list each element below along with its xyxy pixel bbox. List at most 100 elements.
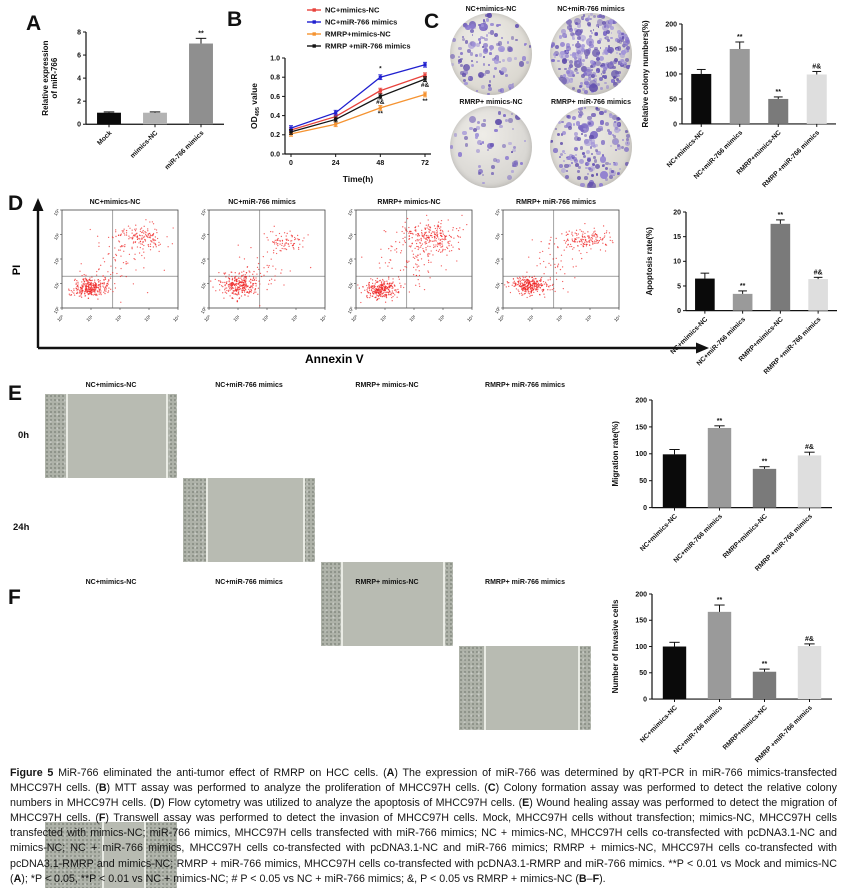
svg-text:10²: 10² [53, 257, 61, 266]
wound-row-label-24h: 24h [13, 522, 30, 533]
svg-text:10³: 10³ [53, 232, 61, 241]
flow-plot: RMRP+ mimics-NC 10⁰ 10⁰ 10¹ 10¹ 10² 10² 10³ 10³… [340, 199, 478, 341]
svg-text:10¹: 10¹ [85, 314, 94, 323]
svg-text:Relative colony numbers(%): Relative colony numbers(%) [641, 20, 650, 127]
svg-text:20: 20 [673, 209, 681, 216]
svg-text:10¹: 10¹ [232, 314, 241, 323]
colony-image-label: NC+miR-766 mimics [557, 6, 625, 13]
svg-text:#&: #& [812, 63, 821, 70]
svg-text:**: ** [378, 111, 384, 118]
flow-scatter: 10⁰ 10⁰ 10¹ 10¹ 10² 10² 10³ 10³ 10⁴ 10⁴ [193, 206, 331, 341]
svg-text:10⁰: 10⁰ [347, 306, 355, 315]
svg-text:0.4: 0.4 [270, 113, 280, 120]
svg-text:10¹: 10¹ [526, 314, 535, 323]
svg-text:10²: 10² [555, 314, 564, 323]
svg-text:100: 100 [635, 451, 647, 458]
svg-text:10⁴: 10⁴ [494, 208, 502, 217]
svg-text:**: ** [776, 89, 782, 96]
colony-image: NC+mimics-NC [443, 6, 539, 95]
svg-text:NC+miR-766 mimics: NC+miR-766 mimics [325, 18, 397, 27]
svg-text:**: ** [737, 34, 743, 41]
svg-text:0.0: 0.0 [270, 151, 280, 158]
svg-text:*: * [379, 65, 382, 72]
svg-text:**: ** [422, 98, 428, 105]
svg-text:10⁴: 10⁴ [172, 314, 181, 323]
svg-text:NC+mimics-NC: NC+mimics-NC [639, 513, 679, 553]
svg-text:10²: 10² [347, 257, 355, 266]
flow-plot-label: NC+miR-766 mimics [228, 199, 296, 206]
svg-text:10⁴: 10⁴ [347, 208, 355, 217]
svg-text:10: 10 [673, 259, 681, 266]
svg-text:10²: 10² [408, 314, 417, 323]
svg-text:**: ** [762, 661, 768, 668]
svg-text:200: 200 [635, 397, 647, 404]
svg-text:10²: 10² [200, 257, 208, 266]
svg-text:NC+mimics-NC: NC+mimics-NC [669, 316, 709, 356]
wound-image [459, 646, 591, 730]
wound-col-label: RMRP+ miR-766 mimics [485, 382, 565, 389]
panel-e-bar-chart: 0 50 100 150 200 NC+mimics-NC ** NC+miR-766 mim… [608, 386, 840, 576]
panel-c-colony-images: NC+mimics-NC NC+miR-766 mimics RMRP+ mim… [443, 6, 639, 188]
svg-text:1.0: 1.0 [270, 55, 280, 62]
svg-text:miR-766 mimics: miR-766 mimics [164, 130, 206, 172]
flow-plot-label: NC+mimics-NC [89, 199, 141, 206]
colony-dish [550, 13, 632, 95]
invasion-col-label: NC+miR-766 mimics [215, 579, 283, 586]
svg-text:10³: 10³ [143, 314, 152, 323]
svg-text:10⁰: 10⁰ [494, 306, 502, 315]
svg-text:**: ** [717, 597, 723, 604]
colony-dish [450, 106, 532, 188]
svg-text:50: 50 [639, 478, 647, 485]
colony-image: NC+miR-766 mimics [543, 6, 639, 95]
svg-text:0: 0 [677, 308, 681, 315]
panel-f-label: F [8, 586, 21, 609]
svg-text:NC+mimics-NC: NC+mimics-NC [325, 6, 380, 15]
panel-a-bar-chart: 0 2 4 6 8 Mock mimics-NC ** miR-766 mimics Relati… [41, 18, 232, 184]
svg-text:2: 2 [77, 99, 81, 106]
svg-text:0: 0 [643, 696, 647, 703]
figure-caption: Figure 5 MiR-766 eliminated the anti-tum… [10, 767, 838, 885]
svg-text:NC+miR-766 mimics: NC+miR-766 mimics [673, 513, 724, 564]
svg-text:10³: 10³ [347, 232, 355, 241]
svg-text:10⁰: 10⁰ [200, 306, 208, 315]
svg-text:150: 150 [665, 46, 677, 53]
wound-col-label: NC+mimics-NC [85, 382, 137, 389]
svg-text:0: 0 [77, 122, 81, 129]
svg-text:#&: #& [421, 82, 430, 89]
svg-text:Migration rate(%): Migration rate(%) [611, 421, 620, 487]
svg-text:10¹: 10¹ [200, 281, 208, 290]
svg-text:OD495 value: OD495 value [249, 83, 261, 129]
svg-text:Number of Invasive cells: Number of Invasive cells [611, 599, 620, 693]
svg-text:10¹: 10¹ [494, 281, 502, 290]
colony-image-label: RMRP+ mimics-NC [459, 99, 523, 106]
svg-text:NC+miR-766 mimics: NC+miR-766 mimics [673, 704, 724, 755]
svg-text:10²: 10² [494, 257, 502, 266]
flow-plot-label: RMRP+ mimics-NC [377, 199, 441, 206]
svg-text:**: ** [198, 30, 204, 37]
flow-plot: RMRP+ miR-766 mimics 10⁰ 10⁰ 10¹ 10¹ 10² 10² 1… [487, 199, 625, 341]
svg-text:8: 8 [77, 29, 81, 36]
svg-text:10³: 10³ [584, 314, 593, 323]
svg-text:0.2: 0.2 [270, 132, 280, 139]
colony-dish [550, 106, 632, 188]
flow-plot-label: RMRP+ miR-766 mimics [516, 199, 596, 206]
invasion-col-label: RMRP+ miR-766 mimics [485, 579, 565, 586]
wound-col-label: NC+miR-766 mimics [215, 382, 283, 389]
panel-c-bar-chart: 0 50 100 150 200 NC+mimics-NC ** NC+miR-766 mim… [638, 10, 844, 189]
svg-text:0.8: 0.8 [270, 75, 280, 82]
colony-dish [450, 13, 532, 95]
svg-text:RMRP +miR-766 mimics: RMRP +miR-766 mimics [325, 42, 411, 51]
wound-image [45, 394, 177, 478]
svg-text:10⁴: 10⁴ [53, 208, 61, 217]
svg-text:100: 100 [635, 644, 647, 651]
panel-c-label: C [424, 10, 440, 33]
svg-text:mimics-NC: mimics-NC [129, 130, 159, 160]
svg-text:10³: 10³ [494, 232, 502, 241]
svg-text:0: 0 [289, 160, 293, 167]
svg-text:NC+mimics-NC: NC+mimics-NC [666, 129, 706, 169]
invasion-col-label: NC+mimics-NC [85, 579, 137, 586]
svg-text:10³: 10³ [200, 232, 208, 241]
svg-text:10⁰: 10⁰ [203, 314, 212, 323]
svg-text:10²: 10² [261, 314, 270, 323]
panel-d-label: D [8, 192, 24, 215]
